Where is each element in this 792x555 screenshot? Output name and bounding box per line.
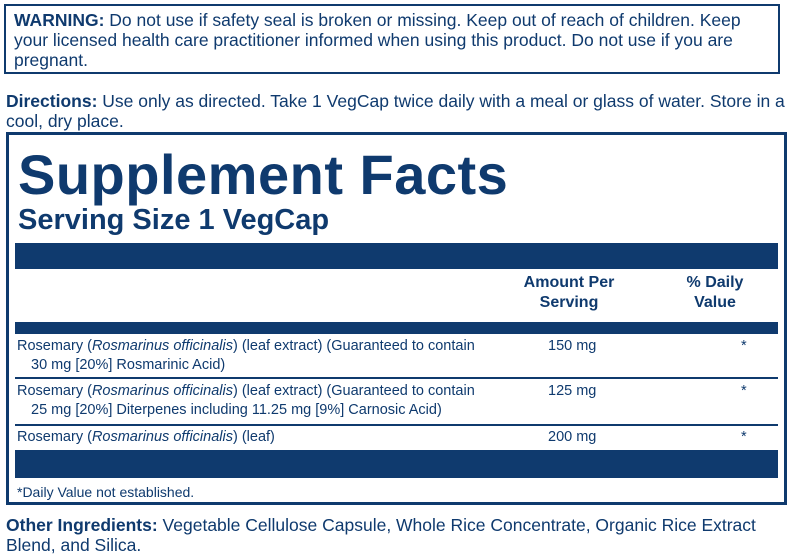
ingredient-name: Rosemary (Rosmarinus officinalis) (leaf … (17, 383, 475, 418)
directions-label: Directions: (6, 91, 98, 111)
ingredient-dv: * (741, 338, 747, 354)
facts-title: Supplement Facts (18, 143, 509, 206)
other-ingredients-text: Vegetable Cellulose Capsule, Whole Rice … (6, 515, 756, 555)
ingredient-name: Rosemary (Rosmarinus officinalis) (leaf … (17, 338, 475, 373)
warning-box: WARNING: Do not use if safety seal is br… (4, 4, 780, 74)
warning-text: Do not use if safety seal is broken or m… (14, 10, 741, 70)
other-ingredients-label: Other Ingredients: (6, 515, 158, 535)
ingredient-amount: 125 mg (548, 383, 597, 399)
table-row: Rosemary (Rosmarinus officinalis) (leaf … (15, 337, 778, 375)
ingredient-amount: 150 mg (548, 338, 597, 354)
daily-value-header: % Daily Value (686, 274, 744, 311)
row-divider (15, 424, 778, 426)
warning-label: WARNING: (14, 10, 105, 30)
table-row: Rosemary (Rosmarinus officinalis) (leaf … (15, 382, 778, 420)
directions-text: Use only as directed. Take 1 VegCap twic… (6, 91, 785, 131)
supplement-facts-panel: Supplement Facts Serving Size 1 VegCap A… (6, 132, 787, 505)
amount-header: Amount Per Serving (523, 274, 615, 311)
other-ingredients: Other Ingredients: Vegetable Cellulose C… (6, 515, 791, 555)
table-row: Rosemary (Rosmarinus officinalis) (leaf)… (15, 428, 778, 448)
header-bar (15, 243, 778, 269)
serving-size: Serving Size 1 VegCap (18, 204, 330, 236)
ingredient-dv: * (741, 383, 747, 399)
ingredient-name: Rosemary (Rosmarinus officinalis) (leaf) (17, 429, 275, 445)
footer-bar (15, 450, 778, 478)
directions: Directions: Use only as directed. Take 1… (6, 91, 786, 131)
ingredient-amount: 200 mg (548, 429, 597, 445)
column-header-bar (15, 322, 778, 334)
footnote: *Daily Value not established. (17, 484, 195, 500)
row-divider (15, 377, 778, 379)
ingredient-dv: * (741, 429, 747, 445)
